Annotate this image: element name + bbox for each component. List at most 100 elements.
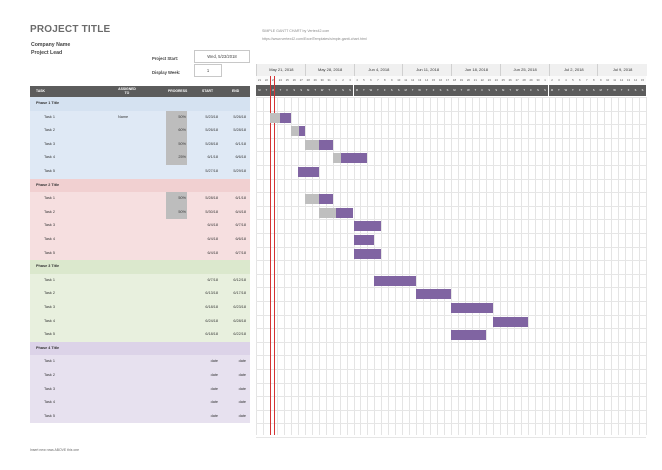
task-row[interactable]: Task 1 Name 50% 5/23/18 5/26/18 (30, 110, 250, 125)
task-name: Task 1 (44, 114, 55, 119)
grid-column-line (262, 97, 264, 436)
task-row[interactable]: Task 2 date date (30, 369, 250, 383)
day-letter: W (269, 85, 277, 96)
day-number: 11 (402, 76, 410, 85)
task-bar[interactable] (318, 194, 333, 205)
grid-row-line (256, 328, 646, 330)
task-row[interactable]: Task 3 6/4/18 6/7/18 (30, 219, 250, 233)
display-week-input[interactable]: 1 (194, 64, 222, 77)
grid-column-line (430, 97, 432, 436)
task-bar[interactable] (451, 330, 486, 341)
day-letter: W (318, 85, 326, 96)
day-letter: M (499, 85, 507, 96)
project-start-input[interactable]: Wed, 5/23/2018 (194, 50, 250, 63)
phase-row[interactable]: Phase 3 Title (30, 260, 250, 274)
task-end: 6/12/18 (233, 277, 246, 282)
grid-row-line (256, 151, 646, 153)
phase-row[interactable]: Phase 1 Title (30, 97, 250, 111)
task-bar[interactable] (299, 126, 305, 137)
task-bar-completed (318, 207, 337, 218)
day-number: 7 (583, 76, 591, 85)
day-number: 17 (444, 76, 451, 85)
task-row[interactable]: Task 4 6/24/18 6/28/18 (30, 314, 250, 329)
task-bar[interactable] (318, 139, 333, 150)
task-name: Task 3 (44, 141, 55, 146)
day-letter: F (527, 85, 535, 96)
grid-column-line (618, 97, 620, 436)
day-letter: F (478, 85, 486, 96)
phase-row[interactable]: Phase 4 Title (30, 341, 250, 356)
day-letter: T (262, 85, 270, 96)
task-bar[interactable] (280, 112, 291, 123)
task-bar[interactable] (297, 167, 319, 177)
day-number: 15 (639, 76, 646, 85)
task-row[interactable]: Task 4 25% 6/1/18 6/6/18 (30, 151, 250, 165)
task-row[interactable]: Task 1 50% 5/28/18 6/1/18 (30, 192, 250, 206)
day-number: 4 (562, 76, 570, 85)
task-row[interactable]: Task 4 date date (30, 396, 250, 410)
task-row[interactable]: Task 3 6/18/18 6/23/18 (30, 301, 250, 315)
task-bar[interactable] (341, 153, 368, 164)
task-name: Task 2 (44, 373, 55, 377)
template-link[interactable]: https://www.vertex42.com/ExcelTemplates/… (262, 37, 367, 41)
grid-column-line (625, 97, 627, 436)
grid-column-line (416, 97, 418, 436)
task-bar[interactable] (492, 316, 528, 327)
task-start: 6/18/18 (205, 305, 218, 309)
task-row[interactable]: Task 5 5/27/18 5/29/18 (30, 165, 250, 179)
grid-row-line (256, 314, 646, 316)
col-task: TASK (36, 89, 45, 93)
day-letter: T (569, 85, 577, 96)
week-label: Jun 4, 2018 (353, 64, 404, 76)
task-start: 6/4/18 (207, 250, 218, 255)
grid-column-line (646, 97, 647, 436)
day-letter: M (353, 85, 361, 96)
task-row[interactable]: Task 5 6/18/18 6/22/18 (30, 328, 250, 342)
task-start: 6/7/18 (207, 277, 218, 282)
phase-title: Phase 2 Title (36, 182, 60, 187)
task-row[interactable]: Task 3 50% 5/28/18 6/1/18 (30, 137, 250, 152)
task-start: date (210, 413, 218, 418)
task-bar-completed (304, 139, 319, 150)
task-bar[interactable] (353, 221, 382, 232)
task-row[interactable]: Task 2 50% 5/30/18 6/4/18 (30, 205, 250, 220)
day-letter: S (290, 85, 298, 96)
day-letter: S (437, 85, 445, 96)
grid-column-line (527, 97, 529, 436)
task-row[interactable]: Task 2 6/13/18 6/17/18 (30, 287, 250, 301)
task-bar[interactable] (416, 289, 451, 300)
task-progress: 60% (166, 124, 187, 138)
phase-row[interactable]: Phase 2 Title (30, 178, 250, 193)
task-bar[interactable] (353, 248, 382, 259)
task-bar[interactable] (374, 275, 417, 286)
task-start: 6/4/18 (207, 223, 218, 228)
day-number: 27 (513, 76, 521, 85)
task-bar-completed (290, 126, 300, 137)
task-bar[interactable] (353, 235, 375, 245)
day-letter: T (423, 85, 431, 96)
task-row[interactable]: Task 2 60% 5/26/18 5/28/18 (30, 124, 250, 138)
day-letter: S (339, 85, 347, 96)
task-row[interactable]: Task 5 date date (30, 409, 250, 424)
grid-row-line (256, 205, 646, 207)
day-letter: T (604, 85, 612, 96)
task-name: Task 4 (44, 155, 55, 160)
task-row[interactable]: Task 5 6/4/18 6/7/18 (30, 246, 250, 261)
task-row[interactable]: Task 1 6/7/18 6/12/18 (30, 273, 250, 288)
task-bar[interactable] (336, 207, 354, 218)
task-row[interactable]: Task 4 6/4/18 6/6/18 (30, 233, 250, 247)
task-progress: 50% (166, 205, 187, 220)
task-start: 5/23/18 (205, 114, 218, 119)
grid-row-line (256, 355, 646, 357)
company-name: Company Name (31, 42, 71, 48)
day-number: 23 (485, 76, 493, 85)
day-letter: T (360, 85, 368, 96)
task-end: 6/23/18 (233, 305, 246, 309)
week-label: Jun 25, 2018 (499, 64, 550, 76)
grid-row-line (256, 97, 646, 98)
task-start: 6/18/18 (205, 332, 218, 337)
task-row[interactable]: Task 1 date date (30, 355, 250, 369)
grid-row-line (256, 409, 646, 411)
task-row[interactable]: Task 3 date date (30, 382, 250, 397)
task-bar[interactable] (451, 303, 493, 313)
